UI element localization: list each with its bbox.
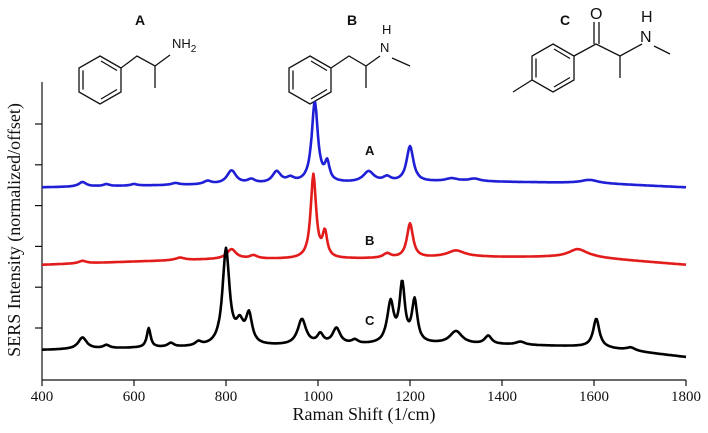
side-chain-a bbox=[120, 54, 171, 69]
plot-axes bbox=[41, 82, 686, 381]
structure-b: B H N bbox=[288, 12, 411, 105]
amine-label-a: NH2 bbox=[172, 36, 197, 55]
x-tick-label-400: 400 bbox=[31, 389, 54, 405]
amine-nh-a: NH bbox=[172, 36, 191, 51]
series-label-c: C bbox=[365, 313, 375, 328]
x-axis-title: Raman Shift (1/cm) bbox=[293, 404, 436, 425]
structure-c: C O H N bbox=[512, 6, 671, 93]
x-tick-label-1200: 1200 bbox=[395, 389, 425, 405]
x-ticks: 400 600 800 1000 1200 1400 1600 1800 bbox=[31, 380, 701, 405]
amine-h-b: H bbox=[382, 22, 391, 37]
series-labels: A B C bbox=[365, 143, 375, 328]
structure-a: A NH2 bbox=[78, 12, 197, 105]
ring-double-bonds-c bbox=[535, 48, 571, 88]
n-methyl-bond-b bbox=[391, 57, 411, 67]
x-tick-label-800: 800 bbox=[215, 389, 238, 405]
benzene-ring-a bbox=[78, 55, 122, 105]
amine-h-c: H bbox=[641, 9, 653, 26]
x-tick-label-1400: 1400 bbox=[487, 389, 517, 405]
structure-label-a: A bbox=[135, 12, 145, 28]
amine-n-b: N bbox=[380, 40, 389, 55]
ring-double-bonds-a bbox=[82, 60, 118, 100]
spectra bbox=[41, 101, 687, 359]
structure-label-c: C bbox=[560, 12, 570, 28]
x-tick-label-1800: 1800 bbox=[671, 389, 701, 405]
series-label-b: B bbox=[365, 233, 374, 248]
benzene-ring-c bbox=[531, 43, 575, 93]
x-tick-label-1000: 1000 bbox=[303, 389, 333, 405]
x-tick-label-600: 600 bbox=[123, 389, 146, 405]
side-chain-b bbox=[330, 55, 381, 69]
spectrum-a bbox=[41, 101, 687, 189]
amine-n-c: N bbox=[640, 29, 652, 46]
para-methyl-bond-c bbox=[512, 79, 533, 93]
amine-subscript-a: 2 bbox=[191, 44, 197, 55]
spectrum-c bbox=[41, 246, 687, 359]
structure-label-b: B bbox=[347, 12, 357, 28]
ring-double-bonds-b bbox=[292, 60, 328, 100]
carbonyl-o-c: O bbox=[590, 6, 602, 23]
x-tick-label-1600: 1600 bbox=[579, 389, 609, 405]
y-ticks bbox=[35, 123, 42, 329]
n-methyl-bond-c bbox=[653, 45, 671, 55]
y-axis-title: SERS Intensity (normalized/offset) bbox=[4, 103, 25, 357]
benzene-ring-b bbox=[288, 55, 332, 105]
spectrum-b bbox=[41, 172, 687, 266]
side-chain-c bbox=[573, 43, 643, 57]
series-label-a: A bbox=[365, 143, 375, 158]
